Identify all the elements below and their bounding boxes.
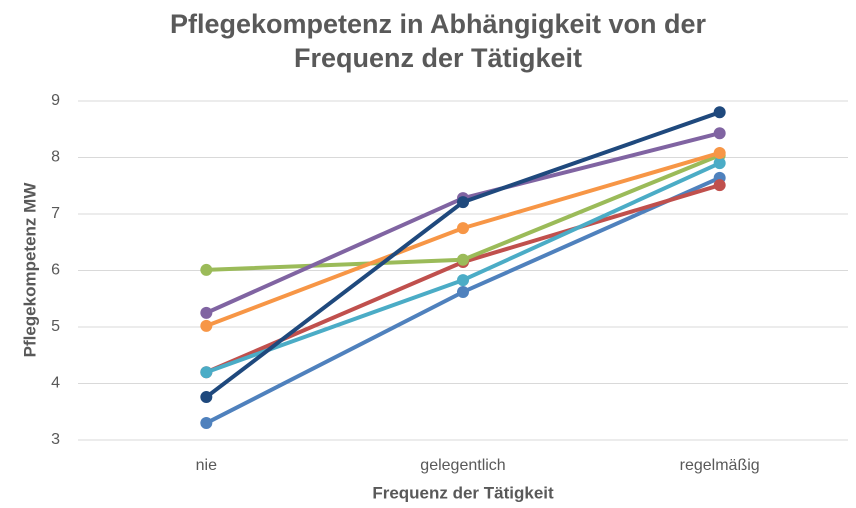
data-point [200,319,213,332]
data-point [457,222,469,235]
y-axis-title: Pflegekompetenz MW [20,182,39,358]
x-tick-label: regelmäßig [680,457,760,474]
y-tick-label: 9 [51,92,60,109]
y-tick-label: 6 [51,262,60,279]
y-tick-label: 5 [51,318,60,335]
data-point [200,391,213,404]
chart-title: Pflegekompetenz in Abhängigkeit von der [170,9,707,39]
chart-title: Frequenz der Tätigkeit [294,43,582,73]
data-point [200,263,213,276]
data-point [457,253,469,266]
series-line [205,151,721,328]
data-point [457,285,469,298]
series-line [205,176,721,425]
data-point [713,106,726,119]
data-point [457,274,469,287]
data-point [713,146,726,159]
x-tick-label: nie [196,457,217,474]
x-axis-title: Frequenz der Tätigkeit [372,483,554,502]
y-tick-label: 3 [51,431,60,448]
data-point [200,366,213,379]
data-point [200,417,213,430]
data-point [713,127,726,140]
data-point [713,157,726,170]
x-tick-label: gelegentlich [420,457,505,474]
data-point [457,196,469,209]
data-point [713,179,726,192]
data-point [200,306,213,319]
y-tick-label: 7 [51,205,60,222]
y-tick-label: 8 [51,149,60,166]
y-tick-label: 4 [51,375,60,392]
